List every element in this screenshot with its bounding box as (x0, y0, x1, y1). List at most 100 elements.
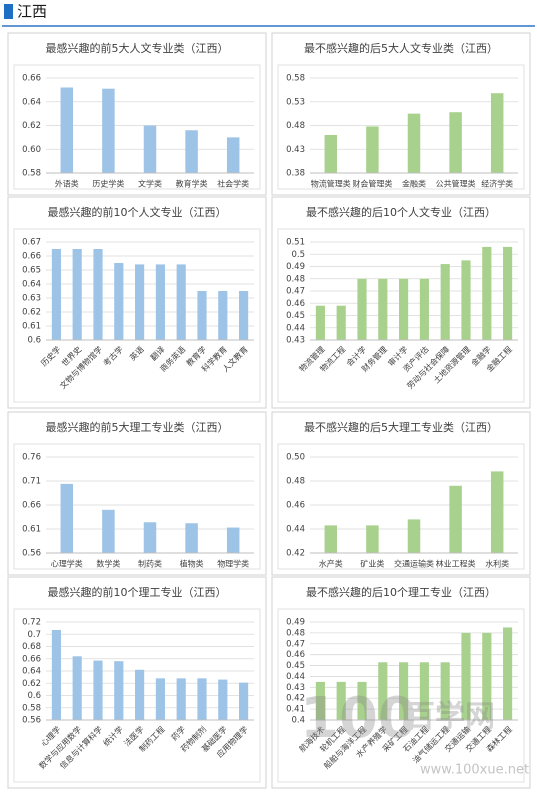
bar (482, 246, 492, 340)
x-tick-label: 数学类 (96, 559, 120, 569)
chart-title: 最不感兴趣的后10个理工专业（江西） (306, 585, 496, 599)
bar (155, 264, 165, 340)
bar (503, 246, 513, 340)
y-tick-label: 0.44 (286, 525, 305, 535)
bar (419, 278, 429, 340)
bar (176, 678, 186, 720)
bar (176, 264, 186, 340)
bar (503, 627, 513, 720)
y-tick-label: 0.44 (286, 672, 305, 682)
y-tick-label: 0.41 (286, 705, 305, 715)
x-tick-label: 制药类 (138, 559, 162, 569)
y-tick-label: 0.60 (22, 145, 41, 155)
bar (72, 656, 82, 720)
y-tick-label: 0.5 (291, 250, 305, 260)
bar (378, 278, 388, 340)
y-tick-label: 0.43 (286, 145, 305, 155)
bar (482, 632, 492, 720)
chart-panel: 最不感兴趣的后10个理工专业（江西）0.40.410.420.430.440.4… (271, 576, 531, 789)
chart-panel: 最不感兴趣的后5大理工专业类（江西） 0.42 0.44 0.46 0.48 0.50 水产… (271, 411, 531, 576)
watermark-name: 百学网 (405, 700, 495, 735)
bar (449, 112, 462, 173)
bar (440, 264, 450, 340)
y-tick-label: 0.64 (22, 97, 41, 107)
x-tick-label: 植物类 (180, 559, 204, 569)
x-tick-label: 金融类 (402, 179, 426, 189)
header-title: 江西 (17, 3, 47, 21)
bar (366, 126, 379, 173)
y-tick-label: 0.62 (22, 308, 41, 318)
y-tick-label: 0.66 (22, 501, 41, 511)
y-tick-label: 0.67 (22, 238, 41, 248)
chart-title: 最不感兴趣的后10个人文专业（江西） (306, 205, 496, 219)
y-tick-label: 0.48 (286, 121, 305, 131)
y-tick-label: 0.46 (286, 650, 305, 660)
y-tick-label: 0.62 (22, 679, 41, 689)
bar (378, 662, 388, 720)
bar (366, 525, 379, 553)
watermark: 100 百学网 www.100xue.net (300, 686, 529, 777)
y-tick-label: 0.50 (286, 453, 305, 463)
bar (239, 682, 249, 720)
x-tick-label: 物流管理类 (311, 179, 351, 189)
bar (197, 678, 207, 720)
x-tick-label: 外语类 (55, 179, 79, 189)
plot-frame (13, 443, 261, 570)
bar (324, 135, 338, 173)
plot-frame (277, 64, 525, 190)
y-tick-label: 0.68 (22, 642, 41, 652)
plot-frame (277, 228, 525, 403)
chart-title: 最不感兴趣的后5大理工专业类（江西） (304, 420, 498, 434)
y-tick-label: 0.49 (286, 618, 305, 628)
plot-frame (277, 608, 525, 783)
bar (218, 679, 228, 720)
bar (399, 662, 409, 720)
charts: 最感兴趣的前5大人文专业类（江西） 0.58 0.60 0.62 0.64 0.66 外语类… (7, 32, 531, 789)
x-tick-label: 教育学类 (176, 179, 208, 189)
bar (461, 260, 471, 340)
y-tick-label: 0.66 (22, 654, 41, 664)
panel-frame (7, 32, 267, 196)
bar (490, 93, 504, 173)
bar (93, 660, 103, 720)
chart-title: 最感兴趣的前10个人文专业（江西） (48, 205, 227, 219)
bar (102, 509, 115, 553)
y-tick-label: 0.56 (22, 716, 41, 726)
bar (239, 291, 249, 340)
y-tick-label: 0.42 (286, 694, 305, 704)
x-tick-label: 物理学类 (217, 559, 249, 569)
y-tick-label: 0.71 (22, 477, 41, 487)
y-tick-label: 0.42 (286, 549, 305, 559)
y-tick-label: 0.66 (22, 252, 41, 262)
y-tick-label: 0.43 (286, 336, 305, 346)
y-tick-label: 0.43 (286, 683, 305, 693)
y-tick-label: 0.66 (22, 74, 41, 84)
bar (72, 249, 82, 340)
bar (143, 125, 157, 173)
y-tick-label: 0.47 (286, 639, 305, 649)
bar (490, 471, 504, 553)
chart-panel: 最感兴趣的前10个理工专业（江西） 0.56 0.58 0.6 0.62 0.64 0.66… (7, 576, 267, 789)
bar (336, 681, 346, 720)
x-tick-label: 心理学类 (51, 559, 83, 569)
chart-title: 最感兴趣的前5大理工专业类（江西） (46, 420, 229, 434)
bar (419, 662, 429, 720)
bar (114, 661, 124, 720)
plot-frame (13, 608, 261, 783)
y-tick-label: 0.6 (27, 691, 41, 701)
plot-frame (277, 443, 525, 570)
bar (399, 278, 409, 340)
y-tick-label: 0.46 (286, 299, 305, 309)
y-tick-label: 0.63 (22, 294, 41, 304)
y-tick-label: 0.58 (286, 74, 305, 84)
bar (226, 137, 240, 173)
chart-title: 最感兴趣的前5大人文专业类（江西） (46, 41, 229, 55)
bar (324, 525, 338, 553)
y-tick-label: 0.49 (286, 262, 305, 272)
y-tick-label: 0.64 (22, 667, 41, 677)
chart-title: 最感兴趣的前10个理工专业（江西） (48, 585, 227, 599)
bar (155, 678, 165, 720)
bar (135, 264, 145, 340)
y-tick-label: 0.45 (286, 661, 305, 671)
